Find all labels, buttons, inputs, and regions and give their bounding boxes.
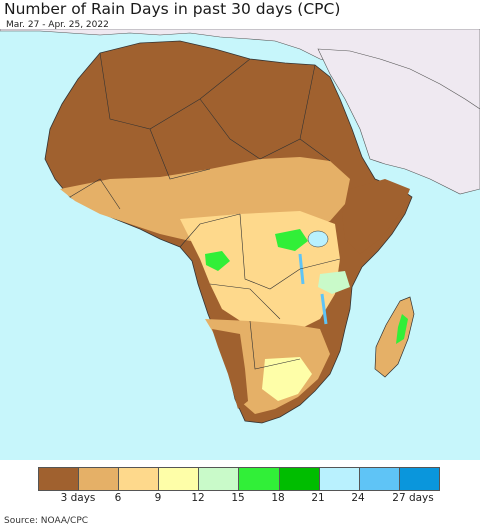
kalahari-dry — [212, 329, 248, 409]
africa-map — [0, 29, 480, 424]
legend-tick-label: 18 — [271, 492, 285, 504]
legend-colorbar — [38, 467, 440, 491]
horn-of-africa — [342, 179, 410, 254]
legend-swatch — [198, 468, 239, 490]
madagascar-wet — [396, 314, 408, 344]
south-africa-yellow — [262, 357, 312, 401]
legend-swatch — [39, 468, 79, 490]
legend-swatch — [158, 468, 199, 490]
legend-swatch — [78, 468, 119, 490]
wet-patch-east — [318, 271, 350, 294]
legend-swatch — [398, 468, 439, 490]
legend-tick-label: 21 — [311, 492, 325, 504]
lake-tanganyika — [298, 253, 305, 285]
map-area — [0, 29, 480, 460]
legend-tick-label: 15 — [231, 492, 245, 504]
legend-swatch — [118, 468, 159, 490]
country-borders — [69, 52, 341, 370]
legend-swatch — [278, 468, 319, 490]
lake-victoria — [307, 230, 329, 248]
legend-tick-label: 9 — [154, 492, 162, 504]
wet-patch-lakes — [275, 229, 308, 251]
map-title: Number of Rain Days in past 30 days (CPC… — [4, 0, 341, 18]
legend-swatch — [318, 468, 359, 490]
legend-tick-label: 12 — [191, 492, 205, 504]
wet-patch-west — [205, 251, 230, 271]
legend-swatch — [358, 468, 399, 490]
lake-malawi — [320, 293, 328, 325]
legend-tick-label: 6 — [114, 492, 122, 504]
legend-tick-label: 27 days — [392, 492, 434, 504]
source-credit: Source: NOAA/CPC — [4, 516, 89, 526]
legend-tick-label: 3 days — [60, 492, 96, 504]
legend-tick-label: 24 — [351, 492, 365, 504]
madagascar — [374, 296, 415, 378]
middle-east-land — [317, 48, 480, 195]
date-range: Mar. 27 - Apr. 25, 2022 — [6, 20, 109, 30]
legend-swatch — [238, 468, 279, 490]
